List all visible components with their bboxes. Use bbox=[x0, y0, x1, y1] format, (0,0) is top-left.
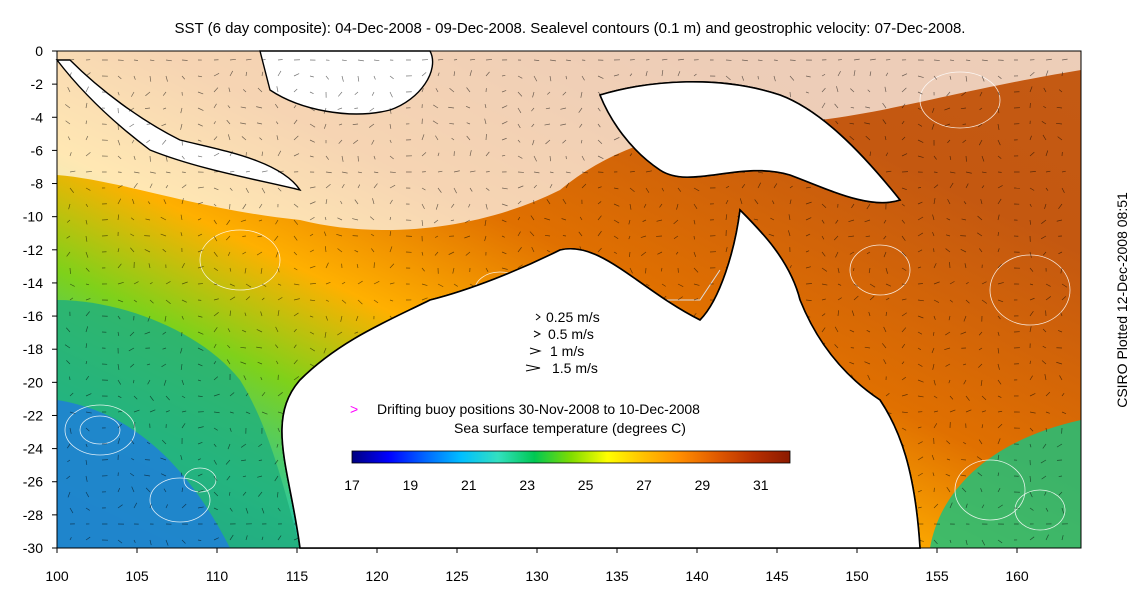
buoy-legend: > Drifting buoy positions 30-Nov-2008 to… bbox=[350, 401, 700, 417]
y-tick-label: -4 bbox=[31, 109, 44, 125]
velocity-arrow-icon bbox=[525, 364, 541, 372]
y-tick-label: -6 bbox=[31, 142, 44, 158]
cool-water-se bbox=[930, 420, 1081, 548]
x-tick-label: 125 bbox=[445, 568, 469, 584]
x-tick-label: 120 bbox=[365, 568, 389, 584]
x-tick-label: 105 bbox=[125, 568, 149, 584]
sumatra-java-landmass bbox=[55, 59, 302, 192]
colorbar: Sea surface temperature (degrees C) 17 19… bbox=[344, 420, 791, 493]
map-title: SST (6 day composite): 04-Dec-2008 - 09-… bbox=[174, 20, 966, 37]
y-tick-label: -28 bbox=[23, 507, 43, 523]
colorbar-tick-label: 17 bbox=[344, 477, 360, 493]
y-tick-label: -16 bbox=[23, 308, 43, 324]
y-tick-label: -22 bbox=[23, 407, 43, 423]
velocity-key: 0.25 m/s0.5 m/s1 m/s1.5 m/s bbox=[525, 309, 600, 376]
y-tick-label: -18 bbox=[23, 341, 43, 357]
y-axis: 0 -2 -4 -6 -8 -10 -12 -14 -16 -18 -20 -22 -24 -26 -28 -… bbox=[23, 43, 57, 556]
velocity-arrow-icon bbox=[533, 330, 542, 338]
x-axis: 100 105 110 115 120 125 130 135 140 145 150 155 160 bbox=[45, 548, 1029, 584]
velocity-key-label: 0.5 m/s bbox=[548, 326, 594, 342]
colorbar-tick-label: 31 bbox=[753, 477, 769, 493]
y-tick-label: -2 bbox=[31, 76, 44, 92]
velocity-arrow-icon bbox=[535, 313, 541, 321]
y-tick-label: 0 bbox=[35, 43, 43, 59]
x-tick-label: 135 bbox=[605, 568, 629, 584]
x-tick-label: 100 bbox=[45, 568, 69, 584]
x-tick-label: 130 bbox=[525, 568, 549, 584]
velocity-key-label: 1.5 m/s bbox=[552, 360, 598, 376]
x-tick-label: 115 bbox=[286, 568, 309, 584]
x-tick-label: 145 bbox=[765, 568, 789, 584]
y-tick-label: -30 bbox=[23, 540, 43, 556]
sealevel-contours bbox=[64, 71, 1071, 531]
y-tick-label: -10 bbox=[23, 209, 43, 225]
x-tick-label: 150 bbox=[845, 568, 869, 584]
x-tick-label: 160 bbox=[1005, 568, 1029, 584]
velocity-key-label: 0.25 m/s bbox=[546, 309, 600, 325]
colorbar-tick-label: 27 bbox=[636, 477, 652, 493]
colorbar-ticks: 17 19 21 23 25 27 29 31 bbox=[344, 477, 769, 493]
y-tick-label: -20 bbox=[23, 374, 43, 390]
cold-water-sw bbox=[57, 400, 230, 548]
colorbar-tick-label: 25 bbox=[578, 477, 594, 493]
buoy-legend-label: Drifting buoy positions 30-Nov-2008 to 1… bbox=[377, 401, 700, 417]
y-tick-label: -24 bbox=[23, 441, 43, 457]
velocity-arrow-icon bbox=[529, 347, 542, 355]
x-tick-label: 140 bbox=[685, 568, 709, 584]
y-tick-label: -26 bbox=[23, 474, 43, 490]
colorbar-tick-label: 29 bbox=[695, 477, 711, 493]
y-tick-label: -14 bbox=[23, 275, 43, 291]
borneo-landmass bbox=[259, 50, 434, 115]
x-tick-label: 110 bbox=[206, 568, 229, 584]
y-tick-label: -8 bbox=[31, 176, 44, 192]
colorbar-tick-label: 19 bbox=[403, 477, 419, 493]
buoy-marker-icon: > bbox=[350, 401, 358, 417]
new-guinea-landmass bbox=[598, 81, 902, 204]
colorbar-tick-label: 21 bbox=[461, 477, 477, 493]
velocity-key-label: 1 m/s bbox=[550, 343, 584, 359]
australia-landmass bbox=[281, 208, 921, 549]
x-tick-label: 155 bbox=[925, 568, 949, 584]
colorbar-tick-label: 23 bbox=[519, 477, 535, 493]
y-tick-label: -12 bbox=[23, 242, 43, 258]
colorbar-strip bbox=[351, 450, 791, 464]
colorbar-title: Sea surface temperature (degrees C) bbox=[454, 420, 686, 436]
